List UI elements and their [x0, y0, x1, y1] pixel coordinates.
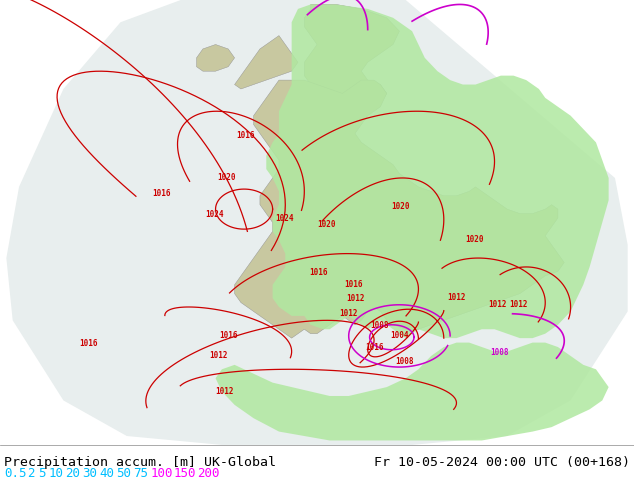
Text: 1020: 1020	[465, 235, 484, 244]
Text: Fr 10-05-2024 00:00 UTC (00+168): Fr 10-05-2024 00:00 UTC (00+168)	[374, 456, 630, 469]
Text: 50: 50	[117, 467, 131, 480]
Text: 5: 5	[38, 467, 46, 480]
Text: 1020: 1020	[217, 173, 236, 182]
Text: 150: 150	[174, 467, 197, 480]
Text: 1016: 1016	[219, 331, 238, 340]
Polygon shape	[6, 0, 628, 445]
Polygon shape	[197, 45, 235, 71]
Text: 1008: 1008	[370, 321, 389, 330]
Text: 10: 10	[48, 467, 63, 480]
Text: 0.5: 0.5	[4, 467, 27, 480]
Text: 2: 2	[27, 467, 35, 480]
Text: 1020: 1020	[391, 202, 410, 211]
Text: 1012: 1012	[509, 300, 528, 309]
Text: 100: 100	[150, 467, 173, 480]
Text: 1016: 1016	[344, 280, 363, 289]
Text: 1016: 1016	[236, 131, 256, 140]
Text: 1016: 1016	[79, 339, 98, 348]
Text: 30: 30	[82, 467, 98, 480]
Text: 1016: 1016	[309, 268, 328, 277]
Text: 1012: 1012	[209, 351, 228, 361]
Text: 200: 200	[198, 467, 220, 480]
Text: 1016: 1016	[152, 189, 171, 198]
Text: 1012: 1012	[215, 387, 234, 396]
Polygon shape	[235, 80, 564, 338]
Text: 1008: 1008	[490, 348, 509, 357]
Polygon shape	[216, 343, 609, 441]
Text: 40: 40	[100, 467, 115, 480]
Text: 1012: 1012	[447, 293, 466, 302]
Text: 1024: 1024	[205, 210, 224, 219]
Text: 1008: 1008	[395, 357, 414, 366]
Polygon shape	[235, 36, 298, 89]
Polygon shape	[304, 4, 399, 116]
Text: 1024: 1024	[275, 214, 294, 222]
Text: 75: 75	[134, 467, 148, 480]
Text: 1020: 1020	[317, 220, 336, 229]
Text: 1012: 1012	[339, 309, 358, 318]
Text: 1012: 1012	[346, 294, 365, 303]
Text: 20: 20	[65, 467, 81, 480]
Text: 1016: 1016	[365, 343, 384, 352]
Text: 1012: 1012	[488, 300, 507, 309]
Polygon shape	[266, 4, 609, 338]
Text: Precipitation accum. [m] UK-Global: Precipitation accum. [m] UK-Global	[4, 456, 276, 469]
Text: 1004: 1004	[390, 331, 409, 340]
